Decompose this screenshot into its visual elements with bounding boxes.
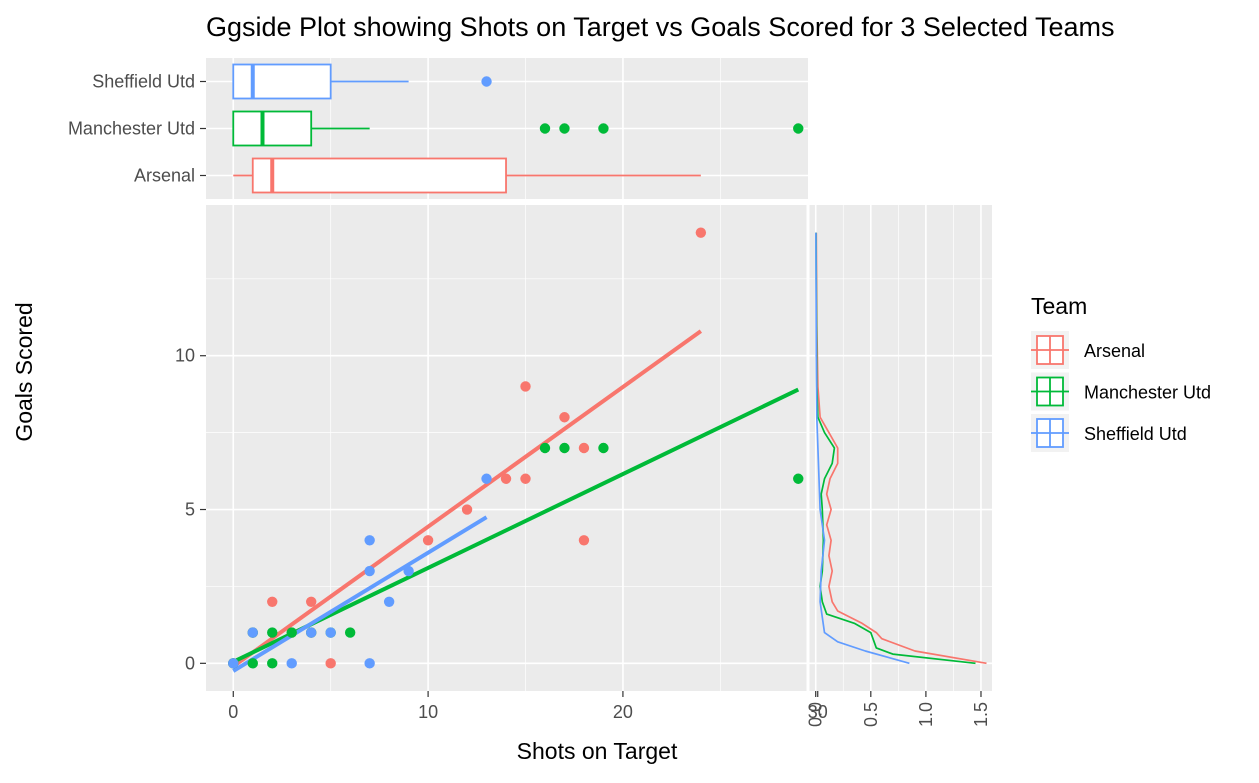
scatter-point — [228, 658, 239, 669]
fit-line — [232, 387, 800, 664]
scatter-point — [422, 535, 434, 546]
scatter-point — [539, 442, 551, 454]
fit-line — [232, 515, 488, 673]
scatter-point — [598, 442, 609, 454]
legend: Team Arsenal Manchester Utd Sheffield Utd — [1031, 293, 1211, 452]
main-scatter-panel: 0 10 20 30 0 5 10 — [175, 205, 828, 722]
scatter-point — [520, 381, 531, 392]
legend-label: Manchester Utd — [1084, 383, 1211, 403]
scatter-point — [267, 627, 278, 638]
y-tick-label: 5 — [185, 500, 195, 520]
x-tick-label: 30 — [808, 702, 828, 722]
main-panel-background — [206, 205, 808, 691]
top-boxplot-panel: Arsenal Manchester Utd Sheffield Utd — [68, 58, 819, 199]
boxplot-outlier — [559, 123, 570, 134]
scatter-point — [559, 412, 570, 423]
scatter-point — [383, 596, 395, 607]
boxplot-outlier — [481, 76, 492, 87]
density-tick-label: 0.0 — [806, 702, 826, 727]
scatter-point — [403, 565, 414, 577]
scatter-point — [481, 473, 492, 484]
x-tick-label: 20 — [613, 702, 633, 722]
scatter-point — [325, 627, 336, 638]
top-y-tick-label: Arsenal — [134, 166, 195, 186]
legend-title: Team — [1031, 293, 1087, 319]
fit-line — [232, 329, 703, 669]
scatter-point — [578, 535, 590, 546]
scatter-point — [247, 627, 258, 638]
density-tick-label: 1.0 — [916, 702, 936, 727]
x-tick-label: 0 — [228, 702, 238, 722]
scatter-point — [500, 473, 512, 484]
scatter-point — [364, 535, 375, 546]
scatter-point — [267, 658, 278, 669]
scatter-point — [364, 658, 375, 669]
scatter-point — [247, 658, 258, 669]
scatter-point — [695, 227, 707, 238]
legend-label: Sheffield Utd — [1084, 424, 1187, 444]
density-curve — [815, 232, 987, 665]
legend-item: Manchester Utd — [1031, 372, 1211, 411]
density-curve — [815, 232, 910, 665]
top-y-tick-label: Sheffield Utd — [92, 72, 195, 92]
boxplot-box — [251, 157, 507, 194]
scatter-point — [461, 504, 473, 515]
density-tick-label: 0.5 — [861, 702, 881, 727]
boxplot-outlier — [793, 123, 804, 134]
y-tick-label: 10 — [175, 346, 195, 366]
boxplot-box — [232, 110, 313, 147]
chart-title: Ggside Plot showing Shots on Target vs G… — [206, 12, 1115, 42]
legend-label: Arsenal — [1084, 341, 1145, 361]
scatter-point — [364, 565, 375, 577]
legend-item: Arsenal — [1031, 331, 1145, 369]
scatter-point — [793, 473, 804, 484]
x-axis-label: Shots on Target — [517, 738, 678, 764]
y-axis-label: Goals Scored — [11, 302, 37, 441]
top-y-tick-label: Manchester Utd — [68, 119, 195, 139]
density-tick-label: 1.5 — [971, 702, 991, 727]
density-panel-background — [808, 205, 992, 691]
y-tick-label: 0 — [185, 653, 195, 673]
scatter-point — [344, 627, 356, 638]
scatter-point — [325, 658, 336, 669]
x-tick-label: 10 — [418, 702, 438, 722]
legend-item: Sheffield Utd — [1031, 414, 1187, 452]
right-density-panel: 0.0 0.5 1.0 1.5 — [806, 205, 992, 727]
scatter-point — [559, 442, 570, 454]
density-curve — [815, 232, 976, 665]
scatter-point — [306, 596, 317, 607]
scatter-point — [578, 442, 590, 454]
scatter-point — [306, 627, 317, 638]
scatter-point — [286, 627, 297, 638]
boxplot-box — [232, 63, 332, 100]
boxplot-outlier — [598, 123, 609, 134]
boxplot-outlier — [539, 123, 551, 134]
scatter-point — [267, 596, 278, 607]
scatter-point — [520, 473, 531, 484]
scatter-point — [286, 658, 297, 669]
